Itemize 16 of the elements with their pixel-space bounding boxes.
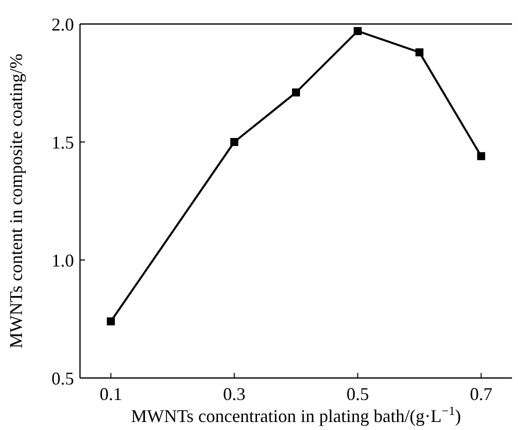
x-axis-title: MWNTs concentration in plating bath/(g·L$^{−1}$)	[130, 404, 462, 426]
y-tick-label: 1.0	[52, 250, 74, 270]
x-tick-label: 0.5	[346, 384, 369, 404]
x-tick-label: 0.1	[100, 384, 122, 404]
point	[230, 138, 238, 146]
point	[292, 88, 300, 96]
y-tick-label: 0.5	[52, 368, 74, 388]
point	[415, 48, 424, 56]
point	[106, 317, 115, 326]
y-tick-label: 2.0	[52, 14, 74, 34]
point	[354, 27, 362, 36]
y-tick-label: 1.5	[52, 132, 74, 152]
y-axis-title: MWNTs content in composite coating/%	[6, 54, 26, 348]
point	[477, 152, 486, 160]
x-tick-label: 0.3	[223, 384, 246, 404]
x-tick-label: 0.7	[470, 384, 492, 404]
